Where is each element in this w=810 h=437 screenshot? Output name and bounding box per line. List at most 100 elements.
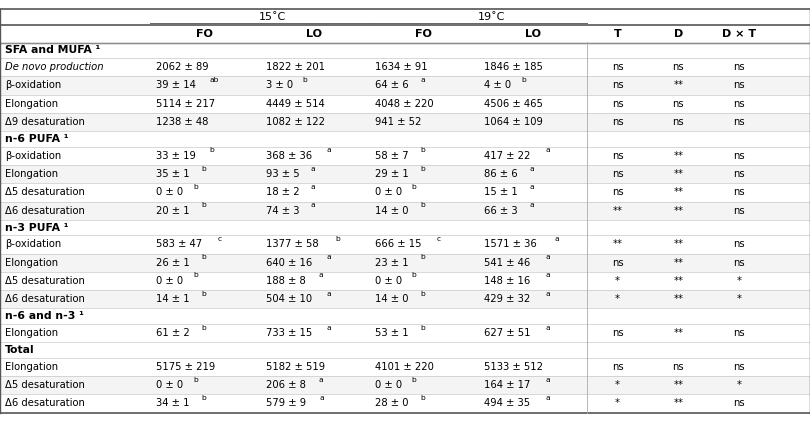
Text: a: a <box>546 291 550 297</box>
Text: 3 ± 0: 3 ± 0 <box>266 80 292 90</box>
Text: 29 ± 1: 29 ± 1 <box>375 169 409 179</box>
Text: b: b <box>411 377 416 383</box>
Text: 5133 ± 512: 5133 ± 512 <box>484 362 544 372</box>
Text: 1064 ± 109: 1064 ± 109 <box>484 117 544 127</box>
Text: 5175 ± 219: 5175 ± 219 <box>156 362 215 372</box>
Text: 14 ± 0: 14 ± 0 <box>375 294 408 304</box>
Text: 579 ± 9: 579 ± 9 <box>266 399 306 409</box>
Bar <box>0 95 810 113</box>
Text: 417 ± 22: 417 ± 22 <box>484 151 531 161</box>
Text: Δ5 desaturation: Δ5 desaturation <box>5 187 85 198</box>
Text: b: b <box>420 291 424 297</box>
Text: 429 ± 32: 429 ± 32 <box>484 294 531 304</box>
Text: *: * <box>615 380 620 390</box>
Text: ns: ns <box>733 399 745 409</box>
Text: Δ6 desaturation: Δ6 desaturation <box>5 294 85 304</box>
Text: ns: ns <box>672 99 684 109</box>
Text: 627 ± 51: 627 ± 51 <box>484 328 531 338</box>
Text: ns: ns <box>733 169 745 179</box>
Text: a: a <box>326 291 331 297</box>
Text: 4 ± 0: 4 ± 0 <box>484 80 511 90</box>
Bar <box>0 165 810 183</box>
Text: b: b <box>202 325 207 330</box>
Text: β-oxidation: β-oxidation <box>5 239 61 250</box>
Text: 0 ± 0: 0 ± 0 <box>156 276 183 286</box>
Text: a: a <box>420 77 424 83</box>
Text: 4449 ± 514: 4449 ± 514 <box>266 99 325 109</box>
Text: ns: ns <box>733 206 745 215</box>
Text: b: b <box>193 184 198 190</box>
Text: 66 ± 3: 66 ± 3 <box>484 206 518 215</box>
Text: LO: LO <box>306 29 322 39</box>
Text: 494 ± 35: 494 ± 35 <box>484 399 531 409</box>
Text: Elongation: Elongation <box>5 328 58 338</box>
Text: SFA and MUFA ¹: SFA and MUFA ¹ <box>5 45 100 55</box>
Text: a: a <box>318 273 323 278</box>
Text: 148 ± 16: 148 ± 16 <box>484 276 531 286</box>
Text: ns: ns <box>733 258 745 268</box>
Text: 1846 ± 185: 1846 ± 185 <box>484 62 544 72</box>
Text: T: T <box>614 29 621 39</box>
Text: **: ** <box>612 239 623 250</box>
Text: *: * <box>615 399 620 409</box>
Text: **: ** <box>673 328 684 338</box>
Text: *: * <box>736 380 742 390</box>
Text: b: b <box>202 254 207 260</box>
Text: 20 ± 1: 20 ± 1 <box>156 206 190 215</box>
Text: ns: ns <box>672 117 684 127</box>
Text: **: ** <box>673 187 684 198</box>
Text: Elongation: Elongation <box>5 99 58 109</box>
Text: ns: ns <box>612 151 624 161</box>
Text: ns: ns <box>612 328 624 338</box>
Text: Elongation: Elongation <box>5 258 58 268</box>
Text: c: c <box>217 236 222 242</box>
Text: D × T: D × T <box>722 29 757 39</box>
Text: **: ** <box>673 80 684 90</box>
Text: **: ** <box>673 276 684 286</box>
Text: Δ5 desaturation: Δ5 desaturation <box>5 380 85 390</box>
Text: a: a <box>327 325 331 330</box>
Text: **: ** <box>612 206 623 215</box>
Text: a: a <box>545 395 550 401</box>
Text: **: ** <box>673 169 684 179</box>
Text: **: ** <box>673 206 684 215</box>
Text: **: ** <box>673 258 684 268</box>
Text: LO: LO <box>525 29 540 39</box>
Text: 164 ± 17: 164 ± 17 <box>484 380 531 390</box>
Text: 0 ± 0: 0 ± 0 <box>375 187 402 198</box>
Text: 23 ± 1: 23 ± 1 <box>375 258 409 268</box>
Text: 541 ± 46: 541 ± 46 <box>484 258 531 268</box>
Text: ns: ns <box>733 80 745 90</box>
Text: Δ9 desaturation: Δ9 desaturation <box>5 117 85 127</box>
Text: 640 ± 16: 640 ± 16 <box>266 258 312 268</box>
Text: 0 ± 0: 0 ± 0 <box>156 380 183 390</box>
Text: b: b <box>202 202 206 208</box>
Text: 666 ± 15: 666 ± 15 <box>375 239 421 250</box>
Text: a: a <box>319 377 323 383</box>
Text: 0 ± 0: 0 ± 0 <box>375 380 402 390</box>
Text: n-3 PUFA ¹: n-3 PUFA ¹ <box>5 222 69 232</box>
Text: β-oxidation: β-oxidation <box>5 151 61 161</box>
Text: Δ6 desaturation: Δ6 desaturation <box>5 399 85 409</box>
Text: n-6 and n-3 ¹: n-6 and n-3 ¹ <box>5 311 84 321</box>
Text: a: a <box>546 254 550 260</box>
Text: 86 ± 6: 86 ± 6 <box>484 169 518 179</box>
Text: ns: ns <box>612 99 624 109</box>
Text: ns: ns <box>733 362 745 372</box>
Text: 1571 ± 36: 1571 ± 36 <box>484 239 537 250</box>
Text: a: a <box>327 254 331 260</box>
Text: ns: ns <box>612 62 624 72</box>
Text: ns: ns <box>733 187 745 198</box>
Text: 15 ± 1: 15 ± 1 <box>484 187 518 198</box>
Text: n-6 PUFA ¹: n-6 PUFA ¹ <box>5 134 69 144</box>
Text: 5182 ± 519: 5182 ± 519 <box>266 362 325 372</box>
Bar <box>0 272 810 290</box>
Bar <box>0 76 810 95</box>
Text: Elongation: Elongation <box>5 362 58 372</box>
Text: a: a <box>530 184 534 190</box>
Text: β-oxidation: β-oxidation <box>5 80 61 90</box>
Text: **: ** <box>673 151 684 161</box>
Text: b: b <box>201 395 206 401</box>
Text: 15˚C: 15˚C <box>259 12 287 22</box>
Bar <box>0 290 810 309</box>
